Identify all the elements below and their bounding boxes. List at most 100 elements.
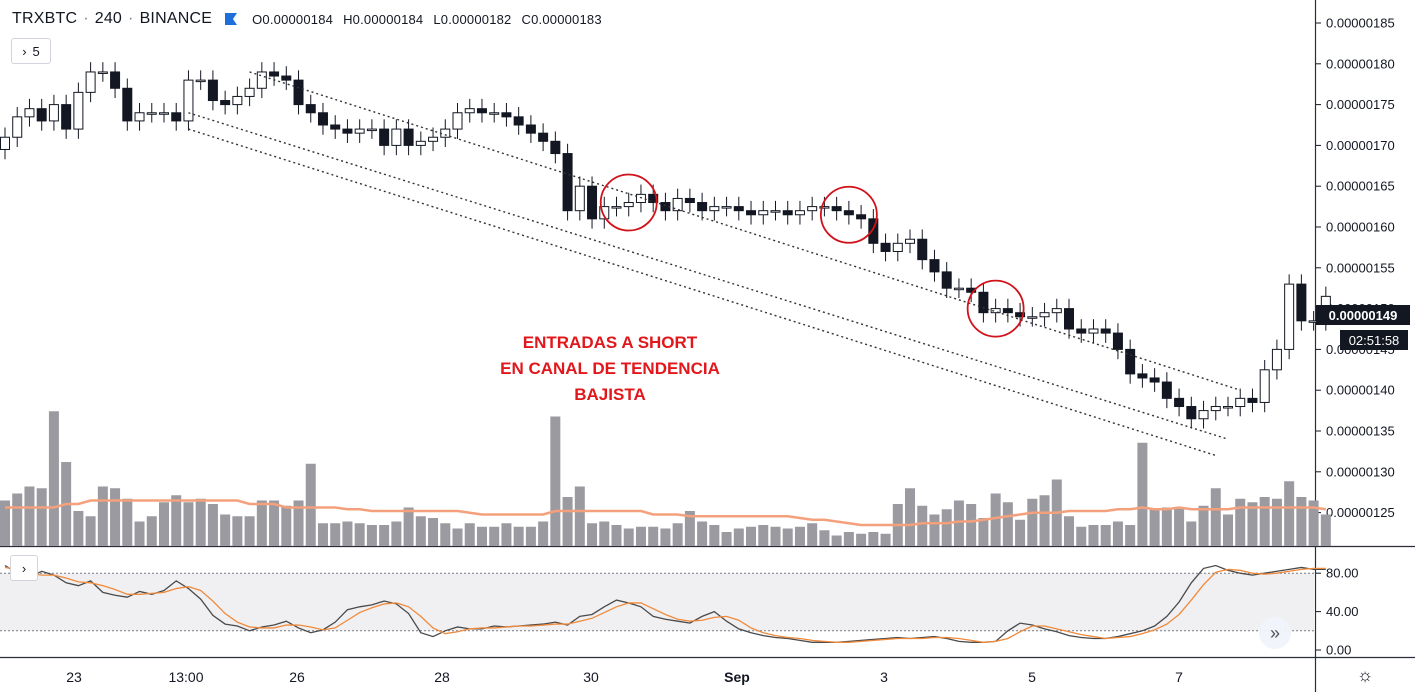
volume-bar bbox=[85, 516, 96, 546]
candle-body bbox=[281, 75, 292, 81]
candle-body bbox=[1015, 312, 1026, 318]
candle-body bbox=[12, 116, 23, 138]
chart-settings-button[interactable]: ☼ bbox=[1354, 664, 1376, 686]
time-axis-label: 26 bbox=[289, 669, 305, 685]
time-axis-label: 5 bbox=[1028, 669, 1036, 685]
annotation-line-2: EN CANAL DE TENDENCIA bbox=[500, 359, 720, 378]
candle-body bbox=[892, 242, 903, 252]
candle-body bbox=[391, 128, 402, 146]
candle-body bbox=[599, 206, 610, 220]
volume-bar bbox=[171, 495, 182, 546]
volume-bar bbox=[269, 500, 280, 546]
volume-bar bbox=[758, 525, 769, 546]
candle-body bbox=[1198, 410, 1209, 420]
candle-body bbox=[794, 210, 805, 216]
candle-body bbox=[36, 108, 47, 122]
candle-body bbox=[293, 79, 304, 106]
candle-body bbox=[220, 100, 231, 106]
candle-body bbox=[550, 140, 561, 155]
symbol-name[interactable]: TRXBTC bbox=[12, 10, 78, 27]
volume-bar bbox=[183, 502, 194, 546]
volume-bar bbox=[880, 533, 891, 546]
candle-body bbox=[440, 128, 451, 138]
candle-body bbox=[171, 112, 182, 122]
legend-toggle-button[interactable]: › 5 bbox=[11, 38, 51, 64]
candle-body bbox=[110, 71, 121, 89]
annotation-line-1: ENTRADAS A SHORT bbox=[522, 333, 698, 352]
oscillator-toggle-button[interactable]: › bbox=[10, 555, 38, 581]
candle-body bbox=[97, 71, 108, 74]
blue-flag-icon[interactable] bbox=[224, 12, 238, 26]
volume-bar bbox=[366, 525, 377, 546]
price-axis-label: 0.00000160 bbox=[1326, 220, 1395, 235]
volume-bar bbox=[244, 516, 255, 546]
candle-body bbox=[978, 291, 989, 314]
price-axis-label: 0.00000155 bbox=[1326, 260, 1395, 275]
volume-bar bbox=[1015, 519, 1026, 546]
annotation-line-3: BAJISTA bbox=[574, 385, 646, 404]
candle-body bbox=[244, 87, 255, 97]
osc-axis-label: 80.00 bbox=[1326, 566, 1359, 581]
candle-body bbox=[415, 140, 426, 146]
volume-bar bbox=[1198, 505, 1209, 546]
channel-line bbox=[188, 112, 1229, 440]
chevron-right-icon: › bbox=[22, 43, 27, 59]
volume-bar bbox=[574, 486, 585, 546]
volume-bar bbox=[831, 535, 842, 546]
price-axis-label: 0.00000140 bbox=[1326, 383, 1395, 398]
volume-bar bbox=[525, 526, 536, 546]
volume-bar bbox=[415, 516, 426, 546]
scroll-to-realtime-button[interactable]: » bbox=[1259, 617, 1291, 649]
interval-label[interactable]: 240 bbox=[94, 10, 123, 27]
exchange-label: BINANCE bbox=[139, 10, 213, 27]
volume-bar bbox=[391, 521, 402, 546]
volume-bar bbox=[978, 518, 989, 546]
volume-bar bbox=[966, 504, 977, 546]
volume-bar bbox=[1064, 516, 1075, 546]
candle-body bbox=[146, 112, 157, 115]
ohlc-close: C0.00000183 bbox=[521, 11, 602, 27]
candle-body bbox=[61, 104, 72, 130]
volume-bar bbox=[1137, 442, 1148, 546]
candle-body bbox=[1247, 397, 1258, 403]
volume-bar bbox=[207, 504, 218, 546]
volume-bar bbox=[440, 523, 451, 546]
candle-body bbox=[941, 271, 952, 289]
annotation-text: ENTRADAS A SHORT EN CANAL DE TENDENCIA B… bbox=[470, 330, 750, 408]
volume-bar bbox=[1174, 507, 1185, 546]
volume-bar bbox=[1210, 488, 1221, 546]
candle-body bbox=[562, 153, 573, 212]
price-axis-label: 0.00000125 bbox=[1326, 505, 1395, 520]
time-axis-label: 23 bbox=[66, 669, 82, 685]
candle-body bbox=[1100, 328, 1111, 334]
candle-body bbox=[48, 104, 59, 122]
candle-body bbox=[917, 238, 928, 261]
volume-bar bbox=[452, 528, 463, 546]
stoch-band bbox=[0, 573, 1315, 631]
volume-bar bbox=[195, 498, 206, 546]
candle-body bbox=[134, 112, 145, 122]
volume-bar bbox=[281, 505, 292, 546]
volume-bar bbox=[513, 526, 524, 546]
volume-bar bbox=[97, 486, 108, 546]
candle-body bbox=[1186, 406, 1197, 420]
volume-bar bbox=[0, 500, 10, 546]
volume-bar bbox=[648, 526, 659, 546]
volume-bar bbox=[501, 523, 512, 546]
candle-body bbox=[489, 112, 500, 115]
volume-bar bbox=[917, 505, 928, 546]
candle-body bbox=[305, 104, 316, 114]
volume-bar bbox=[1296, 497, 1307, 546]
candle-body bbox=[379, 128, 390, 146]
volume-bar bbox=[819, 530, 830, 546]
candle-body bbox=[207, 79, 218, 102]
candle-body bbox=[476, 108, 487, 114]
candle-body bbox=[452, 112, 463, 130]
volume-bar bbox=[1284, 481, 1295, 546]
volume-bar bbox=[1002, 502, 1013, 546]
volume-bar bbox=[342, 521, 353, 546]
candle-body bbox=[1039, 312, 1050, 318]
volume-bar bbox=[256, 500, 267, 546]
candle-body bbox=[880, 242, 891, 252]
candle-body bbox=[587, 185, 598, 220]
